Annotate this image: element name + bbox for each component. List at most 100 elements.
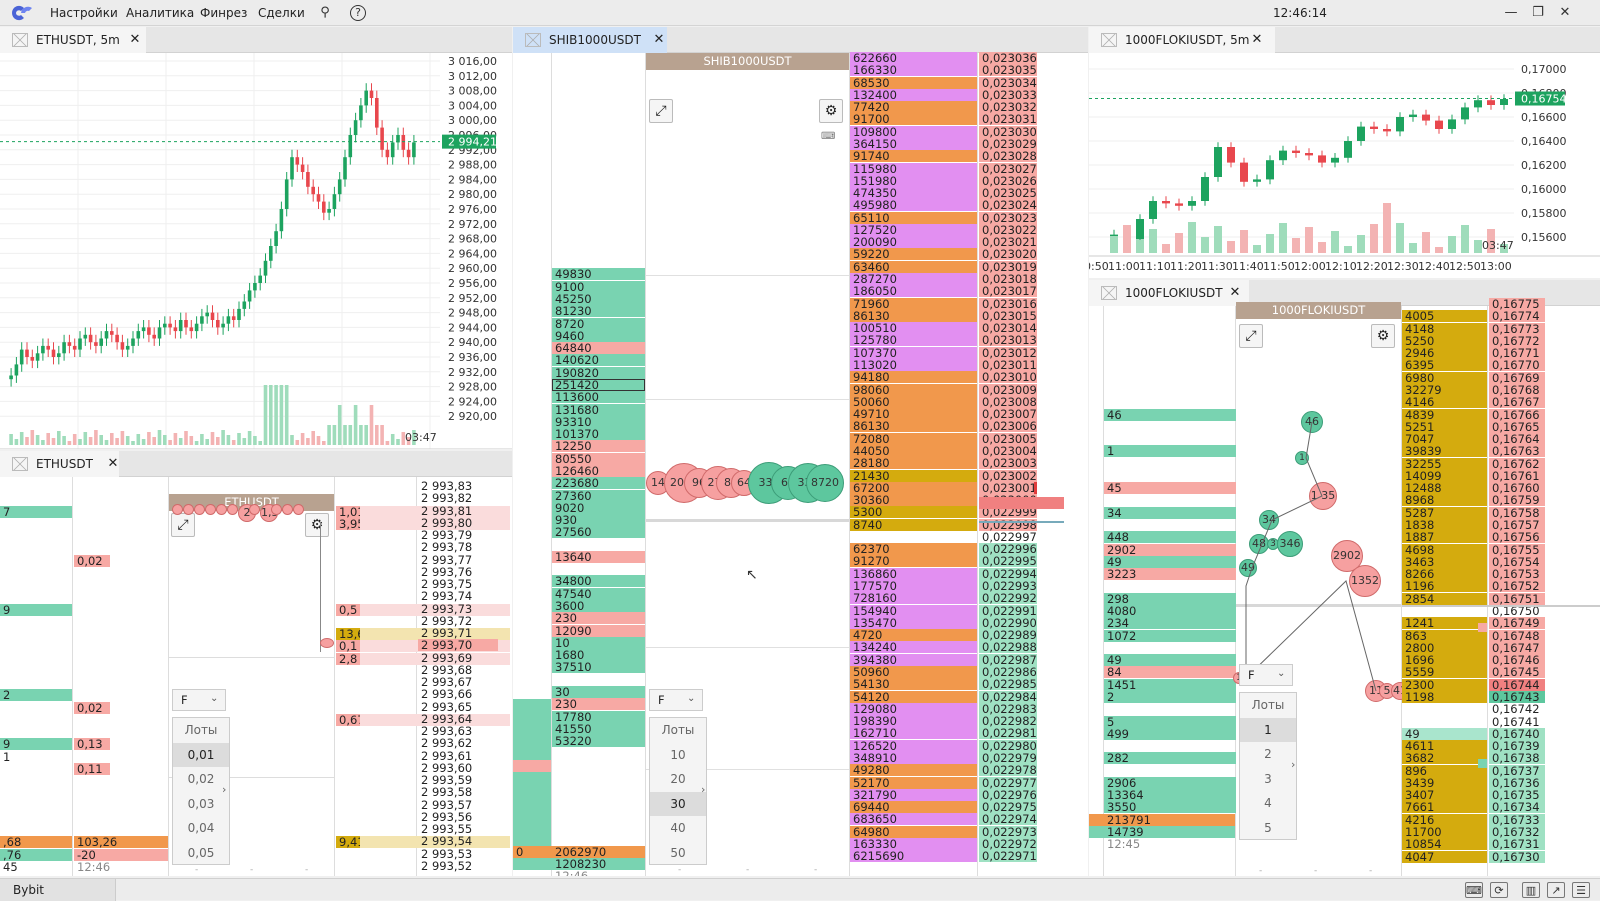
lot-option[interactable]: 40 xyxy=(670,821,686,835)
cluster-value: 80550 xyxy=(552,452,645,465)
chart-add-icon[interactable]: ⤢ xyxy=(1239,324,1263,348)
lot-option[interactable]: 1 xyxy=(1240,717,1296,742)
candle-body xyxy=(1435,120,1443,129)
current-price-tag xyxy=(1515,91,1565,106)
chart-add-icon[interactable]: ↗ xyxy=(1547,882,1565,898)
price-cell: 2 993,53 xyxy=(421,847,473,860)
candle-body xyxy=(322,201,326,213)
floki-candle-chart[interactable]: 0,170000,168000,166000,164000,162000,160… xyxy=(1089,53,1600,278)
dom-volume-bar xyxy=(360,505,510,518)
cluster-value: 49 xyxy=(1107,654,1122,667)
lot-option[interactable]: 20 xyxy=(670,772,686,786)
left-cluster-cell xyxy=(0,689,72,702)
lot-option[interactable]: 0,03 xyxy=(187,796,215,811)
tab-floki-dom[interactable]: 1000FLOKIUSDT xyxy=(1089,280,1249,306)
exchange-label[interactable]: Bybit xyxy=(0,879,116,901)
lot-option[interactable]: 0,05 xyxy=(187,845,215,860)
candle-body xyxy=(1487,100,1495,105)
menu-settings[interactable]: Настройки xyxy=(50,6,118,20)
sync-icon[interactable]: ⟳ xyxy=(1490,882,1508,898)
close-tab-icon[interactable]: ✕ xyxy=(653,32,665,47)
lot-option[interactable]: 10 xyxy=(670,747,686,762)
chart-add-icon[interactable]: ⤢ xyxy=(171,513,195,537)
price-cell: 0,023026 xyxy=(979,174,1037,187)
lot-option[interactable]: 5 xyxy=(1264,820,1272,835)
current-price-marker xyxy=(979,497,1064,509)
sound-off-icon[interactable]: ⚲ xyxy=(320,5,330,20)
volume-bar xyxy=(1240,230,1248,253)
floki-dom-tabstrip: 1000FLOKIUSDT ✕ xyxy=(1089,280,1600,306)
price-cell: 0,023008 xyxy=(979,395,1037,408)
current-price-label: 0,16754 xyxy=(1521,93,1567,106)
cluster-value: 27560 xyxy=(552,526,645,539)
candle-body xyxy=(1266,160,1274,180)
close-tab-icon[interactable]: ✕ xyxy=(1229,285,1241,300)
candle-body xyxy=(41,345,45,354)
dash-marker: - xyxy=(1369,866,1373,876)
volume-bar xyxy=(72,434,77,445)
chart-area xyxy=(0,53,440,449)
lot-option[interactable]: 50 xyxy=(670,845,686,860)
price-cell: 0,023006 xyxy=(979,420,1037,433)
tab-eth-chart[interactable]: ETHUSDT, 5m xyxy=(0,27,146,53)
cluster-value: -20 xyxy=(74,848,168,861)
close-window-icon[interactable]: ✕ xyxy=(1559,5,1571,20)
tab-shib[interactable]: SHIB1000USDT xyxy=(513,27,667,53)
order-type-select[interactable]: F xyxy=(172,689,226,711)
order-type-select[interactable]: F xyxy=(1239,664,1293,686)
dom-volume-cell: 62370 xyxy=(850,543,977,556)
candle-body xyxy=(300,164,305,172)
menu-deals[interactable]: Сделки xyxy=(258,6,305,20)
dom-volume-cell: 49280 xyxy=(850,764,977,777)
lot-option[interactable]: 0,04 xyxy=(187,821,215,835)
volume-bar xyxy=(19,432,24,445)
lot-option[interactable]: 4 xyxy=(1264,796,1272,810)
lot-option[interactable]: 30 xyxy=(650,791,706,816)
volume-bar xyxy=(41,440,45,445)
list-icon[interactable]: ☰ xyxy=(1572,882,1590,898)
chart-add-icon[interactable]: ⤢ xyxy=(649,99,673,123)
lot-option[interactable]: 0,02 xyxy=(187,772,215,786)
lot-option[interactable]: 3 xyxy=(1264,771,1272,786)
minimize-icon[interactable]: — xyxy=(1504,5,1518,20)
volume-bar xyxy=(316,436,321,445)
time-axis-label: 12:10 xyxy=(1325,260,1357,273)
order-type-select[interactable]: F xyxy=(649,689,703,711)
candle-body xyxy=(173,327,178,332)
dom-volume-cell: 5559 xyxy=(1402,666,1487,679)
dom-volume-cell: 107370 xyxy=(850,346,977,359)
tab-label: SHIB1000USDT xyxy=(549,33,641,47)
candle-body xyxy=(83,334,88,339)
volume-bar xyxy=(35,435,40,445)
settings-gear-icon[interactable]: ⚙ xyxy=(305,513,329,537)
price-cell: 0,16735 xyxy=(1489,789,1545,802)
settings-gear-icon[interactable]: ⚙ xyxy=(1371,324,1395,348)
close-tab-icon[interactable]: ✕ xyxy=(107,456,119,471)
tab-eth-dom[interactable]: ETHUSDT xyxy=(0,451,119,477)
volume-bar xyxy=(9,434,13,445)
keyboard-icon[interactable]: ⌨ xyxy=(1465,882,1483,898)
close-tab-icon[interactable]: ✕ xyxy=(1251,32,1263,47)
help-icon[interactable]: ? xyxy=(350,5,366,21)
price-axis-label: 2 952,00 xyxy=(448,292,497,305)
cluster-value: 223680 xyxy=(552,477,645,490)
dom-layout-icon[interactable]: ▥ xyxy=(1522,882,1540,898)
menu-analytics[interactable]: Аналитика xyxy=(126,6,195,20)
menu-finres[interactable]: Финрез xyxy=(200,6,248,20)
candle-body xyxy=(263,260,268,276)
lot-option[interactable]: 2 xyxy=(1264,747,1272,761)
price-cell: 0,16739 xyxy=(1489,740,1545,753)
floki-dom-panel: 1000FLOKIUSDT ✕ 46 1 45 34 448 2902 49 3223 298 4… xyxy=(1089,280,1600,876)
eth-candle-chart[interactable]: 3 016,00 3 012,00 3 008,003 004,00 3 000,00… xyxy=(0,53,512,449)
cluster-value: 12250 xyxy=(552,440,645,453)
close-tab-icon[interactable]: ✕ xyxy=(129,32,141,47)
price-cell: 2 993,81 xyxy=(421,504,473,517)
dom-volume-cell: 100510 xyxy=(850,322,977,335)
settings-gear-icon[interactable]: ⚙ xyxy=(819,99,843,123)
volume-bar xyxy=(99,435,103,445)
eth-chart-tabstrip: ETHUSDT, 5m ✕ xyxy=(0,27,512,53)
maximize-icon[interactable]: ❐ xyxy=(1532,5,1544,20)
tab-floki-chart[interactable]: 1000FLOKIUSDT, 5m xyxy=(1089,27,1276,53)
lot-option[interactable]: 0,01 xyxy=(173,742,229,767)
price-cell: 0,022996 xyxy=(979,543,1037,556)
